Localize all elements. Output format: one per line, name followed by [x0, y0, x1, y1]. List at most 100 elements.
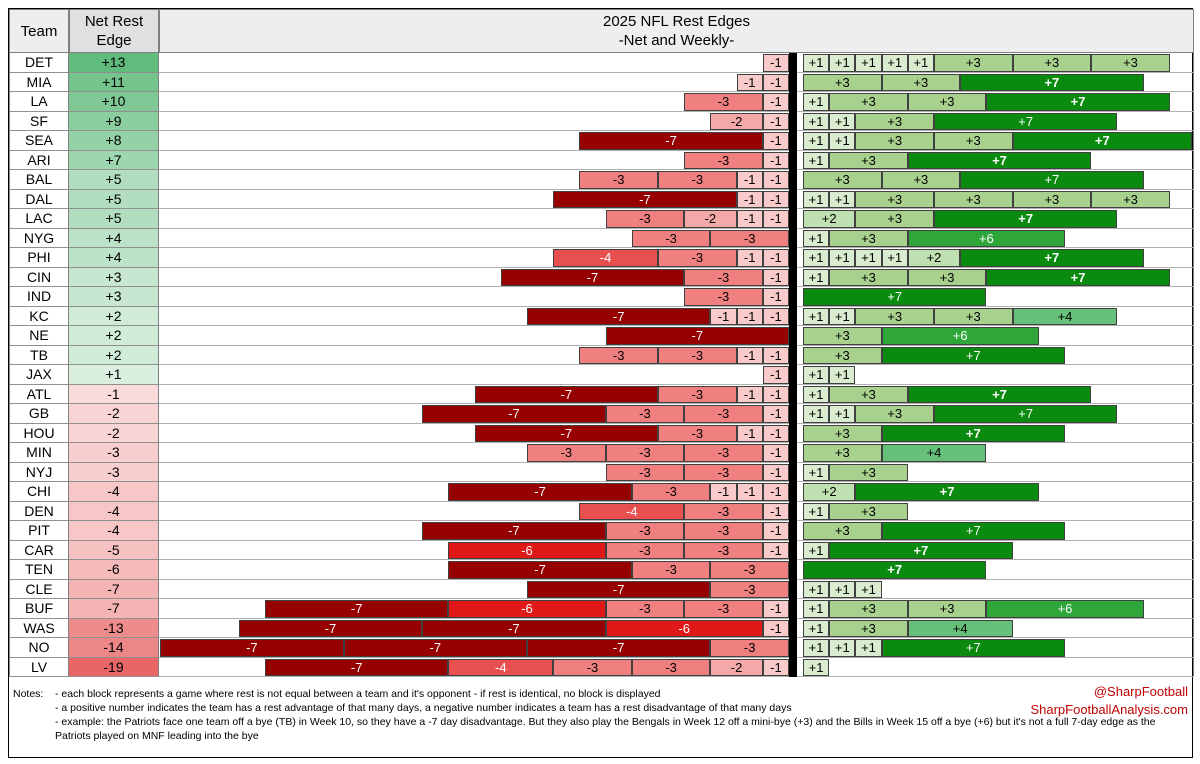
- net-rest-edge-det: +13: [69, 53, 159, 73]
- rest-disadvantage-block: -3: [684, 522, 763, 540]
- rest-advantage-block: +3: [907, 600, 987, 618]
- rest-advantage-block: +1: [803, 639, 830, 657]
- rest-blocks-row: [159, 579, 1194, 599]
- team-name-det: DET: [9, 53, 69, 73]
- rest-advantage-block: +3: [803, 327, 882, 345]
- rest-advantage-block: +3: [855, 112, 934, 130]
- rest-advantage-block: +3: [803, 171, 882, 189]
- net-rest-edge-den: -4: [69, 501, 159, 521]
- team-name-la: LA: [9, 92, 69, 112]
- rest-disadvantage-block: -3: [684, 288, 763, 306]
- net-rest-edge-tb: +2: [69, 345, 159, 365]
- rest-disadvantage-block: -1: [762, 619, 789, 637]
- rest-blocks-row: [159, 540, 1194, 560]
- rest-disadvantage-block: -1: [762, 171, 789, 189]
- rest-blocks-row: [159, 618, 1194, 638]
- note-line-1: - each block represents a game where res…: [55, 688, 661, 700]
- rest-disadvantage-block: -7: [422, 405, 606, 423]
- rest-disadvantage-block: -1: [762, 541, 789, 559]
- rest-disadvantage-block: -3: [710, 229, 789, 247]
- rest-advantage-block: +1: [803, 268, 830, 286]
- note-line-4: Patriots played on MNF leading into the …: [55, 730, 259, 742]
- rest-disadvantage-block: -7: [448, 483, 632, 501]
- rest-disadvantage-block: -1: [736, 346, 763, 364]
- notes-label: Notes:: [13, 688, 44, 700]
- rest-advantage-block: +3: [855, 405, 934, 423]
- rest-advantage-block: +7: [960, 249, 1144, 267]
- rest-advantage-block: +7: [803, 561, 987, 579]
- team-name-atl: ATL: [9, 384, 69, 404]
- team-name-sf: SF: [9, 111, 69, 131]
- rest-blocks-row: [159, 657, 1194, 677]
- rest-disadvantage-block: -3: [605, 210, 685, 228]
- rest-advantage-block: +3: [907, 268, 987, 286]
- rest-advantage-block: +1: [881, 249, 908, 267]
- rest-disadvantage-block: -3: [658, 346, 737, 364]
- net-rest-edge-phi: +4: [69, 248, 159, 268]
- net-rest-edge-pit: -4: [69, 521, 159, 541]
- rest-disadvantage-block: -7: [238, 619, 423, 637]
- rest-advantage-block: +1: [855, 580, 882, 598]
- rest-blocks-row: [159, 384, 1194, 404]
- rest-disadvantage-block: -7: [579, 132, 763, 150]
- rest-disadvantage-block: -3: [710, 639, 789, 657]
- team-name-buf: BUF: [9, 599, 69, 619]
- rest-disadvantage-block: -7: [527, 307, 711, 325]
- rest-advantage-block: +4: [881, 444, 987, 462]
- rest-advantage-block: +1: [803, 463, 830, 481]
- note-line-3: - example: the Patriots face one team of…: [55, 716, 1156, 728]
- rest-disadvantage-block: -1: [762, 93, 789, 111]
- rest-disadvantage-block: -3: [684, 444, 763, 462]
- chart-subtitle: -Net and Weekly-: [618, 32, 735, 49]
- rest-blocks-row: [159, 131, 1194, 151]
- rest-advantage-block: +1: [803, 600, 830, 618]
- rest-blocks-row: [159, 287, 1194, 307]
- rest-advantage-block: +1: [855, 249, 882, 267]
- rest-advantage-block: +3: [934, 132, 1013, 150]
- rest-disadvantage-block: -6: [448, 541, 606, 559]
- rest-advantage-block: +7: [934, 210, 1118, 228]
- team-name-nyg: NYG: [9, 228, 69, 248]
- net-rest-edge-cin: +3: [69, 267, 159, 287]
- net-header-line1: Net Rest: [84, 13, 144, 30]
- rest-disadvantage-block: -1: [736, 385, 763, 403]
- rest-blocks-row: [159, 638, 1194, 658]
- rest-disadvantage-block: -1: [762, 151, 789, 169]
- rest-advantage-block: +1: [803, 619, 830, 637]
- team-name-kc: KC: [9, 306, 69, 326]
- rest-disadvantage-block: -3: [605, 444, 685, 462]
- chart-title-header: 2025 NFL Rest Edges -Net and Weekly-: [159, 9, 1194, 53]
- credit-website: SharpFootballAnalysis.com: [1030, 702, 1188, 717]
- rest-disadvantage-block: -4: [553, 249, 658, 267]
- rest-disadvantage-block: -3: [684, 405, 763, 423]
- rest-advantage-block: +3: [934, 307, 1013, 325]
- rest-advantage-block: +3: [803, 444, 882, 462]
- rest-advantage-block: +4: [1012, 307, 1118, 325]
- rest-advantage-block: +1: [829, 639, 856, 657]
- rest-advantage-block: +7: [1012, 132, 1192, 150]
- rest-disadvantage-block: -1: [762, 502, 789, 520]
- net-rest-edge-nyj: -3: [69, 462, 159, 482]
- rest-blocks-row: [159, 404, 1194, 424]
- rest-disadvantage-block: -1: [762, 288, 789, 306]
- rest-advantage-block: +3: [829, 151, 908, 169]
- team-name-no: NO: [9, 638, 69, 658]
- rest-disadvantage-block: -1: [736, 210, 763, 228]
- team-name-pit: PIT: [9, 521, 69, 541]
- rest-advantage-block: +2: [803, 483, 856, 501]
- rest-disadvantage-block: -1: [736, 73, 763, 91]
- team-name-bal: BAL: [9, 170, 69, 190]
- net-rest-edge-chi: -4: [69, 482, 159, 502]
- rest-disadvantage-block: -1: [762, 307, 789, 325]
- net-rest-edge-buf: -7: [69, 599, 159, 619]
- net-rest-edge-car: -5: [69, 540, 159, 560]
- rest-advantage-block: +3: [934, 54, 1013, 72]
- rest-disadvantage-block: -1: [736, 424, 763, 442]
- rest-advantage-block: +3: [829, 229, 908, 247]
- rest-advantage-block: +3: [1012, 190, 1092, 208]
- rest-blocks-row: [159, 228, 1194, 248]
- rest-advantage-block: +1: [803, 366, 830, 384]
- rest-disadvantage-block: -3: [684, 93, 763, 111]
- rest-blocks-row: [159, 267, 1194, 287]
- rest-advantage-block: +3: [829, 619, 908, 637]
